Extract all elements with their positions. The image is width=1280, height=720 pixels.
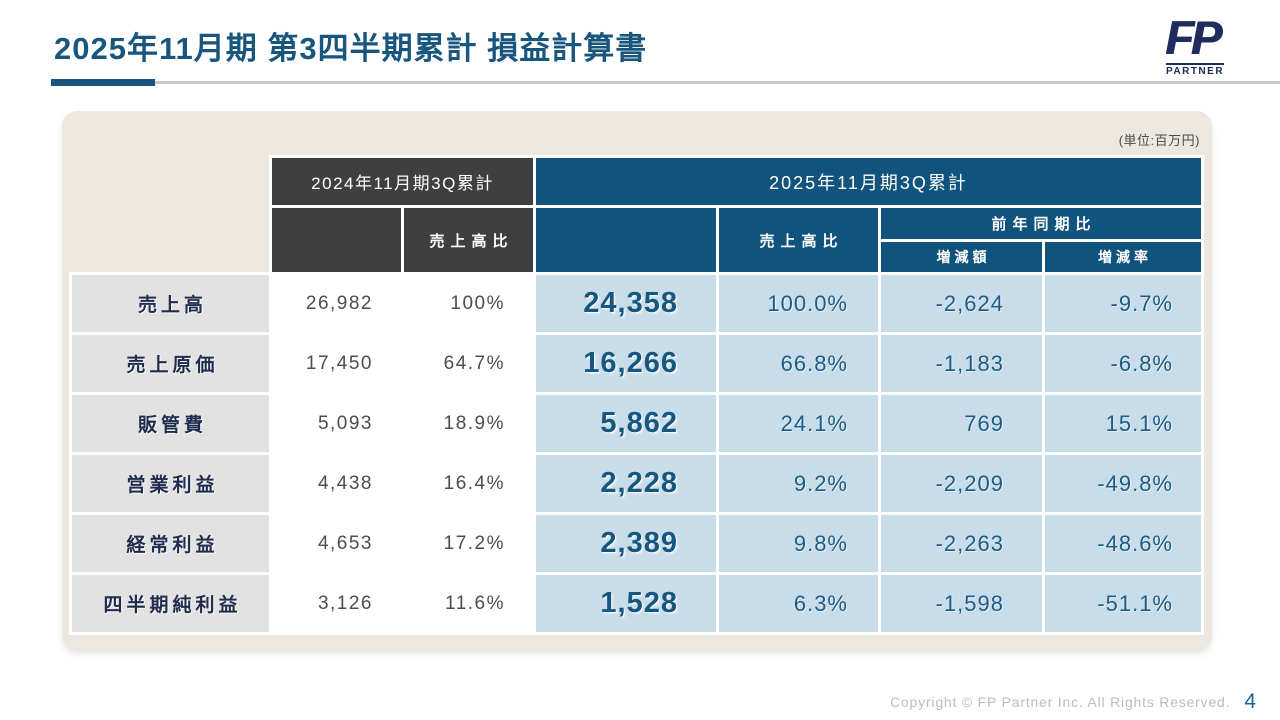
prev-value-cell: 4,653: [269, 512, 404, 575]
row-label: 売上高: [69, 272, 272, 335]
title-block: 2025年11月期 第3四半期累計 損益計算書: [51, 30, 1280, 87]
page-title: 2025年11月期 第3四半期累計 損益計算書: [54, 31, 648, 66]
prev-value-cell: 5,093: [269, 392, 404, 455]
curr-value-cell: 2,389: [533, 512, 719, 575]
row-label: 販管費: [69, 392, 272, 455]
logo-partner-text: PARTNER: [1165, 63, 1225, 77]
logo-fp-text: FP: [1164, 11, 1222, 64]
curr-ratio-cell: 100.0%: [716, 272, 881, 335]
curr-value-cell: 1,528: [533, 572, 719, 635]
diff-rate-cell: -51.1%: [1042, 572, 1204, 635]
header-curr-sales-ratio: 売上高比: [716, 205, 881, 275]
prev-value-cell: 3,126: [269, 572, 404, 635]
diff-rate-cell: -48.6%: [1042, 512, 1204, 575]
header-prev-period: 2024年11月期3Q累計: [269, 155, 536, 208]
prev-value-cell: 26,982: [269, 272, 404, 335]
curr-value-cell: 16,266: [533, 332, 719, 395]
diff-rate-cell: 15.1%: [1042, 392, 1204, 455]
row-label: 四半期純利益: [69, 572, 272, 635]
row-label: 売上原価: [69, 332, 272, 395]
prev-value-cell: 4,438: [269, 452, 404, 515]
curr-ratio-cell: 6.3%: [716, 572, 881, 635]
curr-ratio-cell: 9.2%: [716, 452, 881, 515]
diff-rate-cell: -6.8%: [1042, 332, 1204, 395]
diff-rate-cell: -9.7%: [1042, 272, 1204, 335]
unit-note: (単位:百万円): [1118, 133, 1200, 148]
diff-amount-cell: -1,183: [878, 332, 1045, 395]
content-panel: (単位:百万円) 2024年11月期3Q累計 2025年11月期3Q累計 売上高…: [62, 111, 1212, 650]
header-diff-rate: 増減率: [1042, 239, 1204, 275]
curr-value-cell: 2,228: [533, 452, 719, 515]
curr-value-cell: 5,862: [533, 392, 719, 455]
curr-ratio-cell: 66.8%: [716, 332, 881, 395]
title-underline-accent: [51, 79, 155, 87]
header-curr-period: 2025年11月期3Q累計: [533, 155, 1204, 208]
page-number: 4: [1244, 690, 1256, 713]
diff-amount-cell: 769: [878, 392, 1045, 455]
prev-ratio-cell: 11.6%: [401, 572, 536, 635]
prev-value-cell: 17,450: [269, 332, 404, 395]
prev-ratio-cell: 64.7%: [401, 332, 536, 395]
header-curr-value-spacer: [533, 205, 719, 275]
diff-amount-cell: -2,263: [878, 512, 1045, 575]
prev-ratio-cell: 17.2%: [401, 512, 536, 575]
header-prev-sales-ratio: 売上高比: [401, 205, 536, 275]
curr-ratio-cell: 9.8%: [716, 512, 881, 575]
fp-partner-logo: FP PARTNER: [1142, 14, 1242, 79]
pl-statement-table: 2024年11月期3Q累計 2025年11月期3Q累計 売上高比 売上高比 前年…: [69, 155, 1204, 635]
title-underline: [51, 79, 1280, 87]
row-label: 経常利益: [69, 512, 272, 575]
curr-ratio-cell: 24.1%: [716, 392, 881, 455]
header-diff-amount: 増減額: [878, 239, 1045, 275]
header-prev-value-spacer: [269, 205, 404, 275]
diff-amount-cell: -2,624: [878, 272, 1045, 335]
prev-ratio-cell: 18.9%: [401, 392, 536, 455]
curr-value-cell: 24,358: [533, 272, 719, 335]
diff-amount-cell: -1,598: [878, 572, 1045, 635]
row-label: 営業利益: [69, 452, 272, 515]
title-underline-rule: [155, 81, 1280, 84]
diff-amount-cell: -2,209: [878, 452, 1045, 515]
prev-ratio-cell: 16.4%: [401, 452, 536, 515]
copyright-text: Copyright © FP Partner Inc. All Rights R…: [890, 694, 1231, 710]
prev-ratio-cell: 100%: [401, 272, 536, 335]
header-yoy: 前年同期比: [878, 205, 1204, 242]
diff-rate-cell: -49.8%: [1042, 452, 1204, 515]
footer: Copyright © FP Partner Inc. All Rights R…: [890, 690, 1256, 714]
